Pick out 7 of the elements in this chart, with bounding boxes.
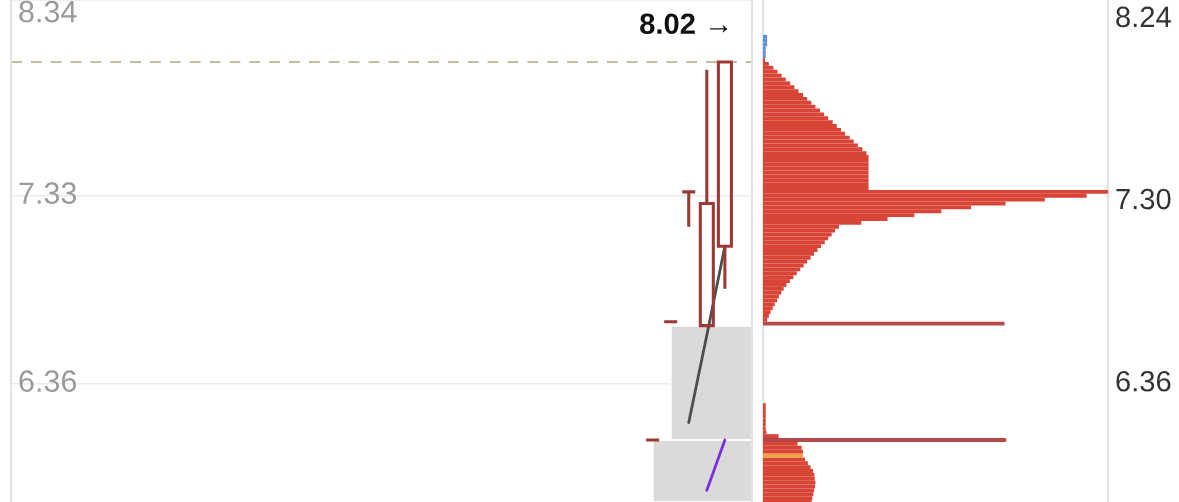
y-tick-label: 8.24 xyxy=(1116,6,1171,28)
y-tick-label: 7.33 xyxy=(19,182,77,204)
annotation: 8.02 → xyxy=(640,13,728,35)
y-tick-label: 8.34 xyxy=(19,0,77,23)
y-tick-label: 6.36 xyxy=(19,370,77,392)
y-tick-label: 6.36 xyxy=(1116,370,1171,392)
y-tick-label: 7.30 xyxy=(1116,188,1171,210)
